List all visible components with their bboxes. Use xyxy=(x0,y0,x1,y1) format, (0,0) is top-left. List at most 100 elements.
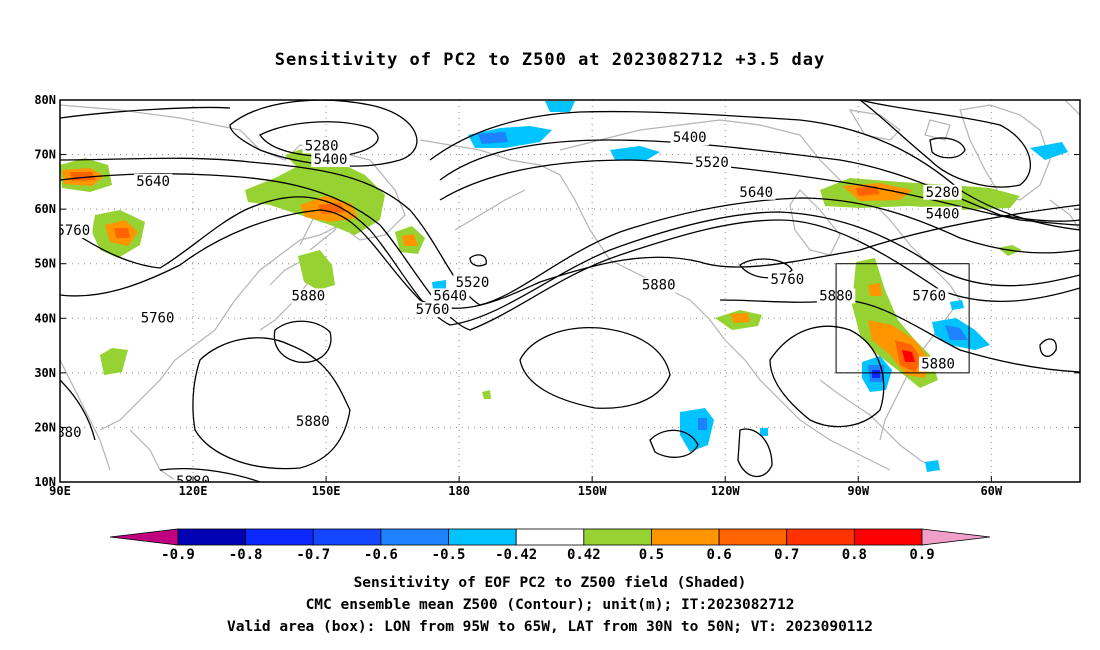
colorbar: -0.9 -0.8 -0.7 -0.6 -0.5 -0.42 0.42 0.5 0.6 0.7 0.… xyxy=(109,528,991,563)
contour-line xyxy=(159,468,261,482)
caption-block: Sensitivity of EOF PC2 to Z500 field (Sh… xyxy=(0,572,1100,638)
lat-tick-label: 60N xyxy=(34,202,56,216)
colorbar-label: -0.7 xyxy=(296,547,330,563)
shade-positive xyxy=(298,250,335,290)
contour-label: 5880 xyxy=(921,357,955,373)
coastline-asia-south xyxy=(60,359,176,481)
colorbar-label: 0.7 xyxy=(774,547,799,563)
lat-tick-label: 50N xyxy=(34,257,56,271)
colorbar-label: -0.6 xyxy=(364,547,398,563)
contour-line xyxy=(60,379,96,441)
shade-positive xyxy=(114,228,130,238)
contour-label-bg xyxy=(737,184,776,200)
contour-label: 5760 xyxy=(912,288,946,304)
contour-label-bg xyxy=(923,206,962,222)
colorbar-swatch xyxy=(312,528,382,546)
coastline-greenland xyxy=(959,104,1051,201)
contour-label: 5640 xyxy=(739,185,773,201)
shade-positive xyxy=(100,348,128,375)
colorbar-label: 0.9 xyxy=(909,547,934,563)
lat-tick-label: 30N xyxy=(34,366,56,380)
contour-label-bg xyxy=(413,302,452,318)
colorbar-swatch xyxy=(583,528,652,546)
coastline-aleutians xyxy=(454,189,526,231)
contour-line xyxy=(259,121,379,157)
colorbar-max-arrow xyxy=(921,528,991,546)
colorbar-swatch xyxy=(515,528,585,546)
lon-tick-label: 120W xyxy=(711,484,741,498)
coastline-canada xyxy=(559,119,961,301)
contour-line xyxy=(60,173,1080,331)
contour-label-bg xyxy=(60,222,93,238)
contour-label: 5640 xyxy=(433,288,467,304)
shade-negative xyxy=(698,418,707,430)
caption-shading: Sensitivity of EOF PC2 to Z500 field (Sh… xyxy=(353,575,747,591)
shade-negative xyxy=(872,370,880,378)
valid-area-box xyxy=(835,263,970,374)
colorbar-label: 0.5 xyxy=(639,547,664,563)
contour-label-bg xyxy=(768,272,807,288)
contour-label: 5280 xyxy=(926,185,960,201)
shade-negative xyxy=(1030,142,1068,160)
colorbar-swatch xyxy=(448,528,517,546)
colorbar-label: -0.9 xyxy=(161,547,195,563)
contour-label: 5400 xyxy=(314,152,348,168)
lat-tick-label: 40N xyxy=(34,311,56,325)
contour-line xyxy=(649,429,699,458)
sensitivity-shading xyxy=(60,101,1068,472)
plot-frame xyxy=(59,99,1081,483)
contour-line xyxy=(719,299,1080,373)
shade-negative xyxy=(545,101,575,112)
contour-line xyxy=(60,204,1080,309)
contour-label: 5520 xyxy=(456,275,490,291)
contour-line xyxy=(859,100,1031,188)
colorbar-swatch xyxy=(380,528,449,546)
lon-tick-label: 60W xyxy=(980,484,1002,498)
contour-label-bg xyxy=(311,152,350,168)
contour-line xyxy=(769,325,885,428)
colorbar-label: -0.8 xyxy=(229,547,263,563)
contour-label-bg xyxy=(670,130,709,146)
contour-line xyxy=(429,110,1080,231)
coastline-mexico xyxy=(819,379,941,471)
lon-tick-label: 180 xyxy=(448,484,470,498)
shade-negative xyxy=(610,146,660,161)
lon-tick-label: 90E xyxy=(49,484,71,498)
caption-contour: CMC ensemble mean Z500 (Contour); unit(m… xyxy=(305,597,795,613)
contour-line xyxy=(1039,338,1057,357)
contour-label-bg xyxy=(302,138,341,154)
lon-tick-label: 150E xyxy=(312,484,341,498)
contour-label: 880 xyxy=(56,425,81,441)
colorbar-swatch xyxy=(718,528,788,546)
contour-label-bg xyxy=(60,424,84,440)
lon-tick-label: 120E xyxy=(179,484,208,498)
contour-label: 5400 xyxy=(926,207,960,223)
contour-label: 5880 xyxy=(296,414,330,430)
contour-line xyxy=(737,428,773,478)
contour-line xyxy=(60,157,1080,306)
contour-label-bg xyxy=(639,277,678,293)
shade-positive xyxy=(402,234,418,246)
lat-tick-label: 70N xyxy=(34,148,56,162)
colorbar-label: -0.5 xyxy=(432,547,466,563)
contour-line xyxy=(929,137,966,159)
contour-line xyxy=(739,258,793,279)
shade-negative xyxy=(478,132,508,144)
lon-tick-label: 90W xyxy=(847,484,869,498)
shade-positive xyxy=(482,390,491,399)
colorbar-label: 0.42 xyxy=(567,547,601,563)
contour-label: 5880 xyxy=(642,278,676,294)
contour-label-bg xyxy=(138,310,177,326)
contour-labels: 5280540056405760588057605880880588055205… xyxy=(56,130,962,482)
colorbar-label: -0.42 xyxy=(495,547,537,563)
z500-contours xyxy=(60,100,1080,482)
contour-label-bg xyxy=(453,274,492,290)
lat-tick-label: 80N xyxy=(34,93,56,107)
contour-label-bg xyxy=(918,356,958,372)
colorbar-label: 0.8 xyxy=(842,547,867,563)
contour-label-bg xyxy=(692,154,732,170)
contour-label-bg xyxy=(910,288,949,304)
contour-line xyxy=(69,196,1080,326)
